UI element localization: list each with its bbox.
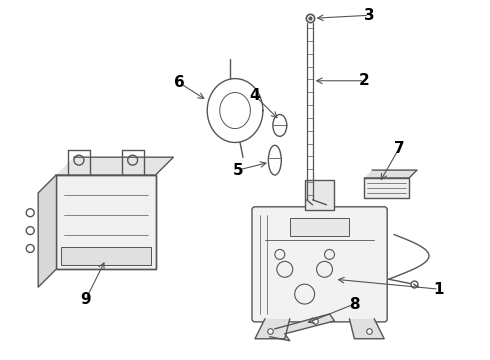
Text: 4: 4 — [249, 88, 260, 103]
Polygon shape — [255, 319, 290, 339]
Text: 9: 9 — [80, 292, 91, 307]
Polygon shape — [349, 319, 384, 339]
Bar — [56, 175, 155, 269]
Text: 3: 3 — [364, 8, 374, 23]
FancyBboxPatch shape — [252, 207, 387, 322]
Text: 6: 6 — [174, 75, 185, 90]
Text: 2: 2 — [359, 73, 369, 88]
Bar — [290, 218, 349, 235]
Text: 1: 1 — [434, 282, 444, 297]
Text: 7: 7 — [394, 141, 404, 156]
Text: 5: 5 — [233, 163, 244, 177]
Bar — [56, 175, 155, 269]
Polygon shape — [56, 157, 173, 175]
Bar — [365, 178, 409, 198]
Polygon shape — [270, 314, 335, 341]
Ellipse shape — [273, 114, 287, 136]
Text: 8: 8 — [349, 297, 360, 311]
Polygon shape — [365, 170, 417, 178]
Polygon shape — [38, 175, 56, 287]
Bar — [61, 247, 150, 265]
Ellipse shape — [269, 145, 281, 175]
Bar — [305, 180, 335, 210]
